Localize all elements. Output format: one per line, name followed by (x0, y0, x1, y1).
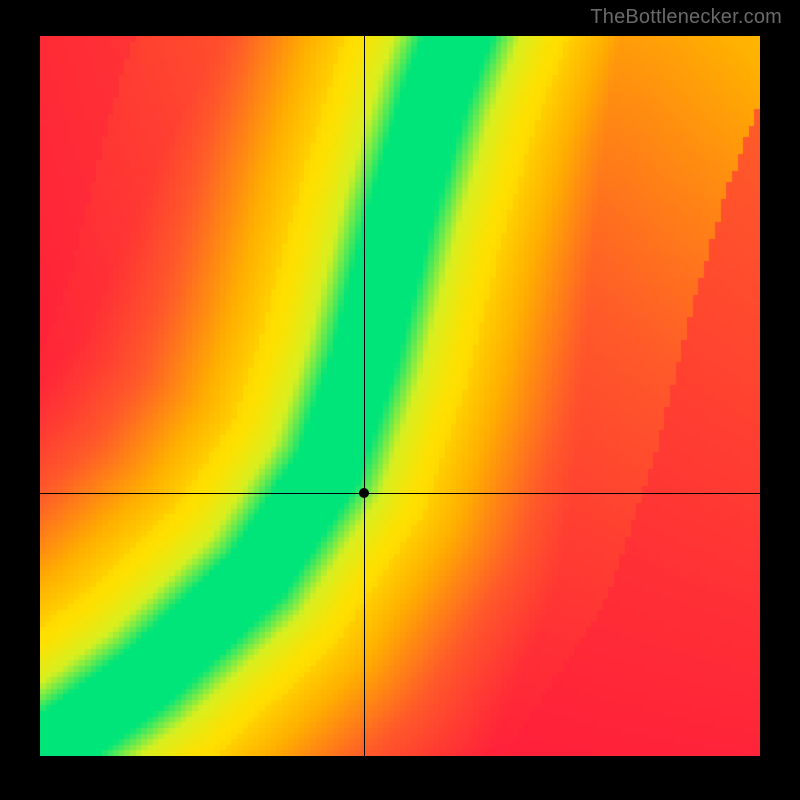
heatmap-plot (40, 36, 760, 756)
crosshair-horizontal (40, 493, 760, 494)
watermark-label: TheBottlenecker.com (590, 6, 782, 29)
figure-container: TheBottlenecker.com (0, 0, 800, 800)
crosshair-marker (359, 488, 369, 498)
crosshair-vertical (364, 36, 365, 756)
heatmap-canvas (40, 36, 760, 756)
